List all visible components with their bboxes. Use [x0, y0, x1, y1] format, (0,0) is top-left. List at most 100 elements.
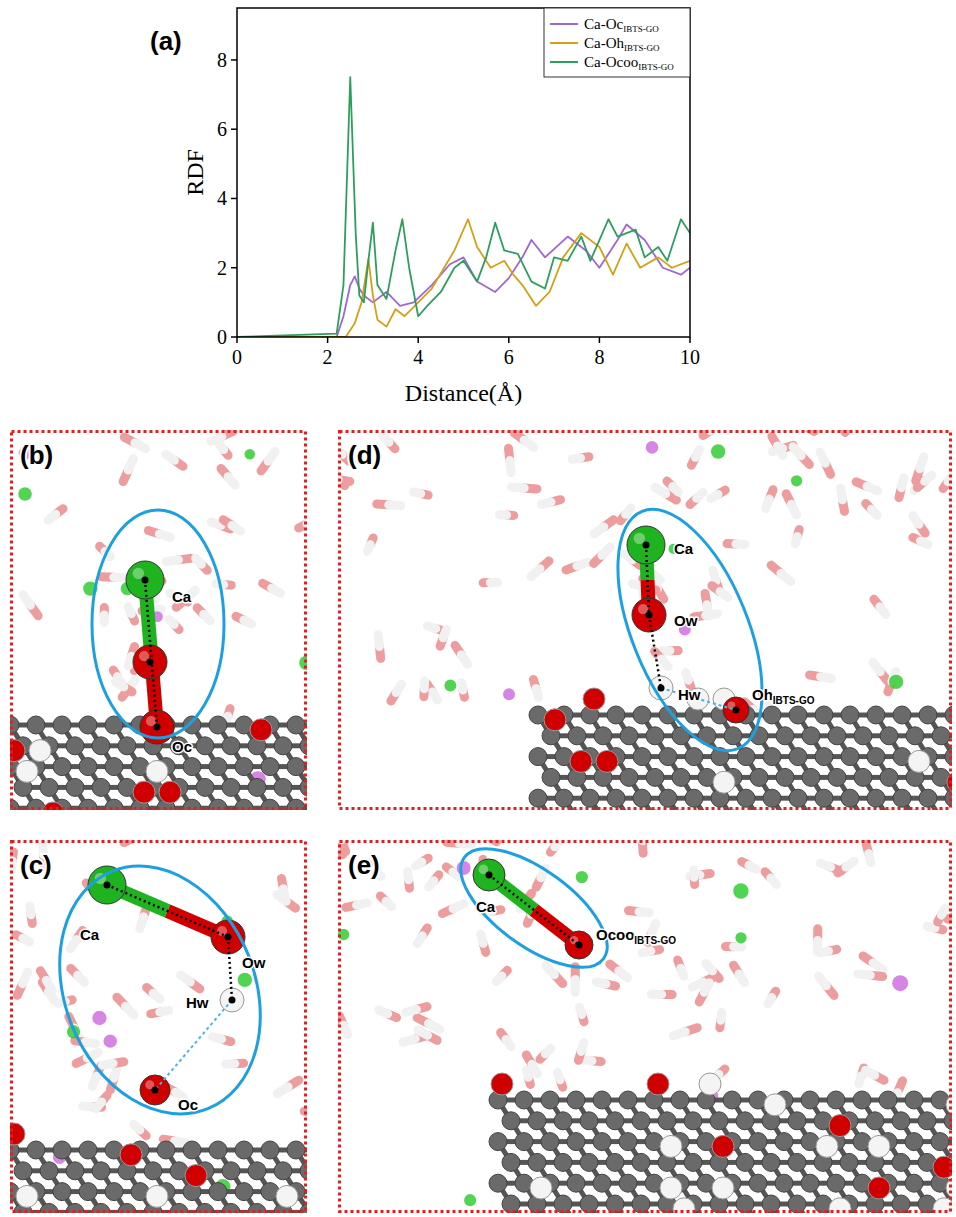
c-atom — [658, 1112, 676, 1130]
ion — [892, 975, 908, 991]
c-atom — [879, 1091, 897, 1109]
water-h-stick — [219, 444, 223, 450]
x-tick-label: 10 — [680, 346, 700, 368]
water-h-stick — [30, 906, 31, 915]
c-atom — [789, 748, 807, 766]
c-atom — [892, 1112, 910, 1130]
functional-group-atom — [699, 1073, 721, 1095]
panel-border — [12, 432, 306, 809]
panel-background — [338, 430, 952, 810]
snapshot-panel: CaOwHwOc(c) — [1, 832, 348, 1217]
water-h-stick — [858, 974, 870, 975]
water-h-stick — [283, 889, 285, 899]
c-atom — [906, 727, 924, 745]
atom-center — [142, 577, 149, 584]
c-atom — [607, 789, 625, 807]
c-atom — [854, 768, 872, 786]
c-atom — [710, 1112, 728, 1130]
water-h-stick — [46, 980, 52, 990]
legend-swatch — [550, 42, 578, 44]
c-atom — [775, 1174, 793, 1192]
atom — [140, 1075, 170, 1105]
water-h-stick — [920, 457, 924, 469]
y-tick — [231, 128, 237, 130]
water-h-stick — [546, 966, 554, 975]
atom-label-text: Ca — [674, 540, 694, 557]
c-atom — [568, 727, 586, 745]
legend-name: Ca-Oh — [584, 35, 624, 51]
water-h-stick — [577, 562, 588, 566]
c-atom — [274, 1162, 292, 1180]
snapshot-panel: CaOwHwOhIBTS-GO(d) — [327, 417, 956, 840]
water-h-stick — [716, 1013, 726, 1021]
atom-label: OcooIBTS-GO — [596, 926, 676, 946]
c-atom — [300, 1162, 307, 1180]
c-atom — [489, 1133, 507, 1151]
ion — [457, 861, 471, 875]
c-atom — [515, 1091, 533, 1109]
figure: (a)024681002468Distance(Å)RDFCa-OcIBTS-G… — [0, 0, 956, 1217]
c-atom — [144, 1162, 162, 1180]
atom-label-text: Hw — [186, 994, 209, 1011]
c-atom — [802, 768, 820, 786]
panel-letter: (c) — [20, 850, 52, 880]
c-atom — [79, 1183, 97, 1201]
c-atom — [776, 727, 794, 745]
atom — [220, 988, 244, 1012]
water-h-stick — [913, 516, 919, 525]
c-atom — [788, 1112, 806, 1130]
water-h-stick — [711, 494, 718, 498]
water-h-stick — [500, 510, 507, 519]
c-atom — [555, 789, 573, 807]
c-atom — [105, 799, 123, 810]
legend-label: Ca-OcooIBTS-GO — [584, 54, 674, 72]
functional-group-atom — [120, 1144, 142, 1166]
y-tick-label: 4 — [217, 187, 227, 209]
c-atom — [815, 748, 833, 766]
legend-name: Ca-Oc — [584, 16, 623, 32]
c-atom — [789, 706, 807, 724]
water-h-stick — [83, 1102, 92, 1112]
functional-group-atom — [764, 1094, 786, 1116]
x-tick-label: 2 — [323, 346, 333, 368]
distance-line — [107, 885, 228, 937]
water-h-stick — [766, 499, 770, 508]
x-tick — [417, 337, 419, 343]
water-h-stick — [389, 500, 401, 510]
c-atom — [762, 1153, 780, 1171]
c-atom — [554, 1112, 572, 1130]
c-atom — [788, 1153, 806, 1171]
water-h-stick — [232, 525, 241, 531]
c-atom — [515, 1133, 533, 1151]
c-atom — [867, 789, 885, 807]
c-atom — [606, 1112, 624, 1130]
legend-subscript: IBTS-GO — [624, 43, 660, 53]
water-h-stick — [228, 477, 235, 485]
functional-group-atom — [16, 1185, 38, 1207]
c-atom — [880, 727, 898, 745]
x-tick — [236, 337, 238, 343]
ion — [503, 688, 515, 700]
c-atom — [27, 1141, 45, 1159]
water-h-stick — [673, 487, 679, 492]
water-h-stick — [134, 1124, 140, 1130]
functional-group-atom — [133, 781, 155, 803]
c-atom — [222, 778, 240, 796]
c-atom — [53, 758, 71, 776]
c-atom — [248, 1162, 266, 1180]
c-atom — [931, 1133, 949, 1151]
c-atom — [79, 758, 97, 776]
c-atom — [893, 789, 911, 807]
c-atom — [92, 1162, 110, 1180]
legend-box — [544, 8, 690, 77]
water-h-stick — [619, 971, 628, 978]
c-atom — [92, 1203, 110, 1213]
panel-letter: (e) — [348, 850, 380, 880]
c-atom — [633, 706, 651, 724]
functional-group-atom — [713, 771, 735, 793]
atom-label: Ca — [674, 540, 694, 557]
water-h-stick — [920, 541, 928, 545]
water-h-stick — [114, 1066, 118, 1078]
c-atom — [918, 1112, 936, 1130]
c-atom — [749, 1133, 767, 1151]
